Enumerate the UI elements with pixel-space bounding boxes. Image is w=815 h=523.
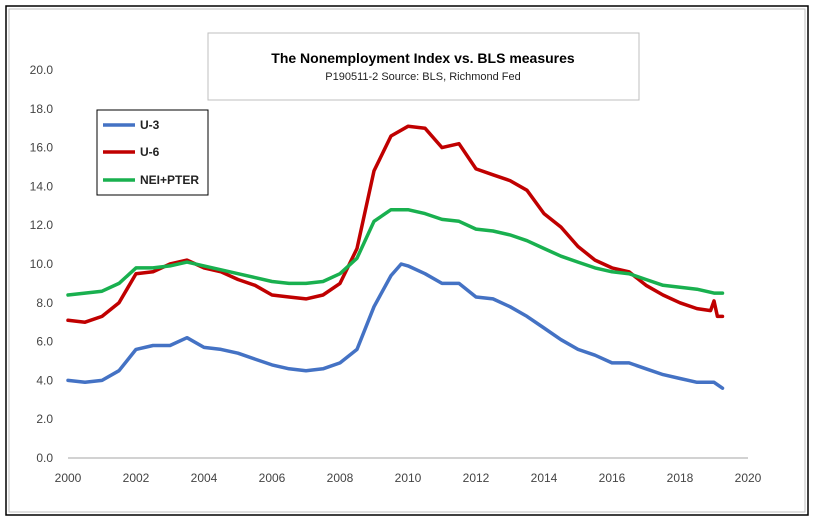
x-tick-label: 2002 <box>123 471 150 485</box>
x-tick-label: 2004 <box>191 471 218 485</box>
x-tick-labels: 2000 2002 2004 2006 2008 2010 2012 2014 2016 2018… <box>55 471 762 485</box>
x-tick-label: 2006 <box>259 471 286 485</box>
series-line-u6 <box>66 124 725 324</box>
y-tick-label: 20.0 <box>30 63 54 77</box>
plot-area-border <box>8 8 806 513</box>
x-tick-label: 2020 <box>735 471 762 485</box>
y-tick-label: 12.0 <box>30 218 54 232</box>
y-tick-label: 18.0 <box>30 102 54 116</box>
y-tick-label: 8.0 <box>36 296 53 310</box>
legend-label-u6: U-6 <box>140 145 160 159</box>
x-tick-label: 2010 <box>395 471 422 485</box>
x-tick-label: 2018 <box>667 471 694 485</box>
y-tick-label: 2.0 <box>36 412 53 426</box>
series-lines <box>66 124 725 390</box>
series-line-u3 <box>66 262 725 390</box>
chart-title: The Nonemployment Index vs. BLS measures <box>271 50 575 66</box>
y-tick-label: 16.0 <box>30 141 54 155</box>
x-tick-label: 2012 <box>463 471 490 485</box>
x-tick-label: 2000 <box>55 471 82 485</box>
chart-subtitle: P190511-2 Source: BLS, Richmond Fed <box>325 71 520 83</box>
series-line-nei-pter <box>66 207 725 297</box>
y-tick-label: 10.0 <box>30 257 54 271</box>
title-box: The Nonemployment Index vs. BLS measures… <box>207 32 640 101</box>
title-box-frame <box>207 32 640 101</box>
legend-label-u3: U-3 <box>140 118 160 132</box>
legend-label-nei-pter: NEI+PTER <box>140 173 199 187</box>
legend: U-3 U-6 NEI+PTER <box>96 109 209 196</box>
y-tick-label: 6.0 <box>36 335 53 349</box>
x-tick-label: 2014 <box>531 471 558 485</box>
y-tick-label: 4.0 <box>36 373 53 387</box>
y-tick-label: 14.0 <box>30 179 54 193</box>
x-tick-label: 2008 <box>327 471 354 485</box>
y-tick-labels: 0.0 2.0 4.0 6.0 8.0 10.0 12.0 14.0 16.0 18.0 20.0 <box>30 63 54 465</box>
x-tick-label: 2016 <box>599 471 626 485</box>
y-tick-label: 0.0 <box>36 451 53 465</box>
